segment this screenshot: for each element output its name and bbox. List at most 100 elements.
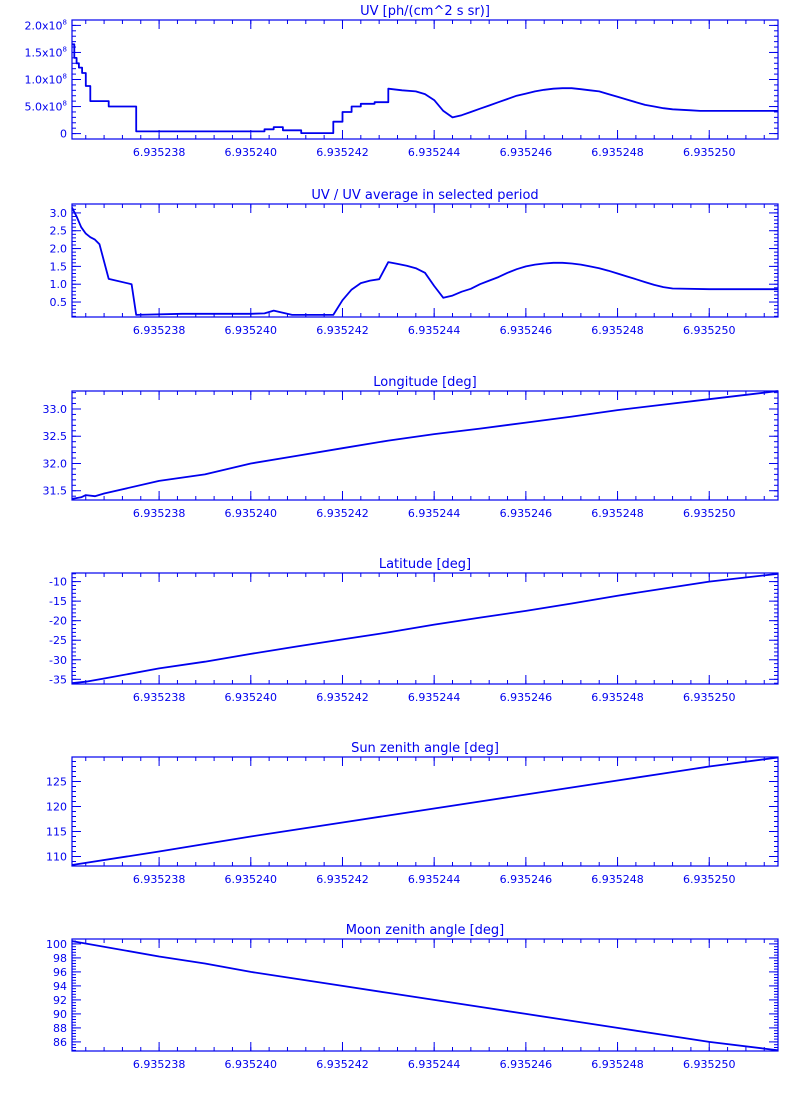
y-tick-label: -10	[49, 576, 67, 589]
x-tick-label: 6.935246	[500, 873, 553, 886]
plot-frame	[71, 938, 779, 1052]
x-tick-label: 6.935250	[683, 1058, 736, 1071]
y-tick-mantissa: 32.5	[43, 430, 68, 443]
x-tick-label: 6.935246	[500, 146, 553, 159]
x-tick-label: 6.935242	[316, 146, 369, 159]
y-tick-mantissa: -25	[49, 634, 67, 647]
x-tick-label: 6.935250	[683, 873, 736, 886]
y-tick-exponent: 8	[63, 18, 67, 26]
y-tick-mantissa: 1.5	[50, 260, 68, 273]
y-tick-label: 2.0x108	[25, 18, 67, 32]
y-tick-mantissa: 96	[53, 966, 67, 979]
x-tick-label: 6.935242	[316, 873, 369, 886]
y-tick-label: 3.0	[50, 207, 68, 220]
y-tick-mantissa: 88	[53, 1022, 67, 1035]
x-tick-label: 6.935246	[500, 1058, 553, 1071]
y-tick-mantissa: 98	[53, 952, 67, 965]
chart-title: Latitude [deg]	[379, 557, 471, 572]
x-tick-label: 6.935244	[408, 691, 461, 704]
y-tick-mantissa: 120	[46, 801, 67, 814]
y-tick-label: 2.5	[50, 225, 68, 238]
y-tick-mantissa: 31.5	[43, 485, 68, 498]
y-tick-mantissa: 86	[53, 1036, 67, 1049]
x-tick-label: 6.935240	[225, 324, 278, 337]
x-tick-label: 6.935244	[408, 873, 461, 886]
y-tick-label: 86	[53, 1036, 67, 1049]
series-line-0	[71, 572, 779, 685]
x-tick-label: 6.935238	[133, 507, 186, 520]
y-tick-label: 32.5	[43, 430, 68, 443]
x-tick-label: 6.935246	[500, 507, 553, 520]
x-tick-label: 6.935240	[225, 507, 278, 520]
series-line-0	[71, 756, 779, 866]
chart-title: UV / UV average in selected period	[311, 188, 538, 203]
y-tick-mantissa: 1.5x10	[25, 46, 63, 59]
y-tick-mantissa: 125	[46, 776, 67, 789]
y-tick-label: -25	[49, 634, 67, 647]
y-tick-mantissa: -35	[49, 673, 67, 686]
y-tick-label: 0.5	[50, 296, 68, 309]
x-tick-label: 6.935244	[408, 1058, 461, 1071]
y-tick-mantissa: 2.0	[50, 243, 68, 256]
y-tick-mantissa: 0	[60, 128, 67, 141]
y-tick-mantissa: -30	[49, 654, 67, 667]
plot-frame	[71, 756, 779, 867]
chart-title: Moon zenith angle [deg]	[346, 923, 504, 938]
x-tick-label: 6.935248	[591, 1058, 644, 1071]
x-tick-label: 6.935238	[133, 146, 186, 159]
x-tick-label: 6.935240	[225, 146, 278, 159]
y-tick-label: 0	[60, 128, 67, 141]
x-tick-label: 6.935240	[225, 691, 278, 704]
y-tick-mantissa: 100	[46, 938, 67, 951]
x-tick-label: 6.935244	[408, 507, 461, 520]
y-tick-mantissa: 90	[53, 1008, 67, 1021]
x-tick-label: 6.935238	[133, 691, 186, 704]
chart-panel-2: Longitude [deg] 6.935238 6.935240 6.935242 6…	[43, 375, 779, 520]
plot-frame	[71, 390, 779, 501]
y-tick-mantissa: 1.0x10	[25, 74, 63, 87]
plot-frame	[71, 19, 779, 140]
y-tick-label: 1.5x108	[25, 45, 67, 59]
x-tick-label: 6.935242	[316, 324, 369, 337]
x-tick-label: 6.935248	[591, 873, 644, 886]
x-tick-label: 6.935248	[591, 507, 644, 520]
x-tick-label: 6.935242	[316, 1058, 369, 1071]
y-tick-label: 88	[53, 1022, 67, 1035]
x-tick-label: 6.935250	[683, 691, 736, 704]
y-tick-mantissa: -10	[49, 576, 67, 589]
x-tick-label: 6.935248	[591, 324, 644, 337]
y-tick-mantissa: 2.0x10	[25, 19, 63, 32]
plot-frame	[71, 572, 779, 685]
y-tick-mantissa: 33.0	[43, 403, 68, 416]
y-tick-exponent: 8	[63, 73, 67, 81]
y-tick-label: 96	[53, 966, 67, 979]
x-tick-label: 6.935248	[591, 691, 644, 704]
y-tick-exponent: 8	[63, 45, 67, 53]
y-tick-mantissa: 0.5	[50, 296, 68, 309]
y-tick-label: 92	[53, 994, 67, 1007]
x-tick-label: 6.935246	[500, 691, 553, 704]
y-tick-label: -20	[49, 615, 67, 628]
y-tick-label: 32.0	[43, 457, 68, 470]
x-tick-label: 6.935238	[133, 324, 186, 337]
x-tick-label: 6.935240	[225, 873, 278, 886]
y-tick-mantissa: 94	[53, 980, 67, 993]
y-tick-mantissa: 32.0	[43, 457, 68, 470]
y-tick-label: 33.0	[43, 403, 68, 416]
y-tick-label: 125	[46, 776, 67, 789]
y-tick-mantissa: 2.5	[50, 225, 68, 238]
y-tick-label: 120	[46, 801, 67, 814]
chart-title: Longitude [deg]	[373, 375, 476, 390]
series-line-0	[71, 940, 779, 1052]
y-tick-label: 100	[46, 938, 67, 951]
y-tick-label: 115	[46, 826, 67, 839]
series-line-0	[71, 207, 778, 316]
y-tick-label: 90	[53, 1008, 67, 1021]
chart-panel-1: UV / UV average in selected period 6.9352…	[50, 188, 779, 337]
x-tick-label: 6.935250	[683, 324, 736, 337]
x-tick-label: 6.935238	[133, 1058, 186, 1071]
y-tick-mantissa: -20	[49, 615, 67, 628]
plot-frame	[71, 203, 779, 318]
y-tick-label: 98	[53, 952, 67, 965]
